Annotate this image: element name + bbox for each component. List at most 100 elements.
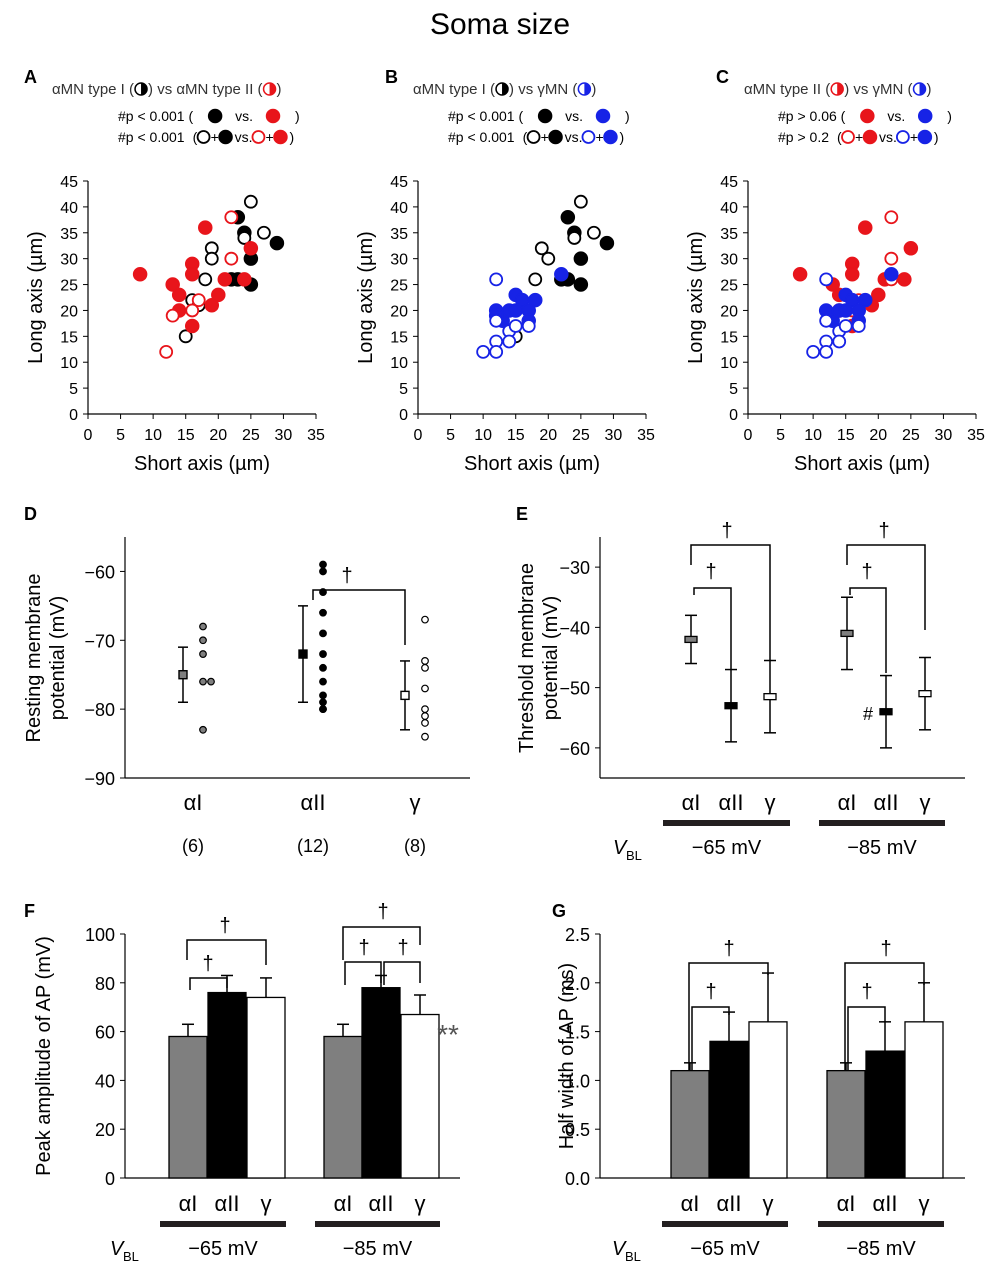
bar (246, 996, 286, 1179)
significance-bracket (186, 939, 267, 965)
stats-marker (251, 130, 266, 144)
stats-marker (603, 129, 618, 145)
condition-bar (160, 1221, 286, 1227)
data-point (838, 303, 853, 318)
data-point (224, 251, 239, 266)
stats-plus: + (855, 129, 863, 145)
y-tick-label: 40 (95, 1071, 115, 1091)
significance-bracket (342, 926, 421, 960)
data-point (421, 684, 429, 693)
y-tick-label: −40 (559, 618, 590, 638)
data-point (217, 272, 233, 287)
category-label: αII (215, 1191, 240, 1216)
data-point (421, 657, 429, 665)
stats-marker (917, 108, 933, 124)
data-point (819, 272, 834, 287)
significance-mark: † (861, 981, 872, 1003)
panel-title-part: αMN type I ( (52, 81, 134, 98)
y-axis-label: potential (mV) (47, 596, 69, 721)
stats-close: ) (289, 129, 294, 145)
x-tick-label: 30 (275, 427, 293, 444)
stats-vs: vs. (235, 129, 253, 145)
stats-marker (581, 130, 596, 144)
category-label: γ (763, 1191, 774, 1216)
y-tick-label: 5 (729, 381, 738, 398)
significance-bracket (849, 587, 887, 673)
data-point (806, 344, 821, 359)
y-tick-label: 100 (85, 925, 115, 945)
y-tick-label: 20 (390, 303, 408, 320)
category-label: αII (719, 790, 744, 815)
data-point (319, 608, 327, 617)
x-tick-label: 30 (605, 427, 623, 444)
x-tick-label: 10 (804, 427, 822, 444)
data-point (237, 272, 252, 287)
stats-vs: vs. (879, 129, 897, 145)
data-point (897, 272, 912, 287)
vbl-label: V (612, 1238, 627, 1260)
y-axis-label: potential (mV) (540, 596, 562, 721)
data-point (421, 732, 429, 741)
stats-marker (207, 108, 223, 124)
y-tick-label: 2.5 (565, 925, 590, 945)
panel-title-part: ) (927, 81, 932, 98)
data-point (421, 705, 429, 714)
significance-mark: † (721, 520, 732, 542)
x-tick-label: 30 (935, 427, 953, 444)
data-point (421, 712, 429, 720)
bar (207, 991, 247, 1179)
data-point (528, 292, 543, 308)
stats-line-1: #p < 0.001 ( (448, 108, 523, 124)
data-point (599, 235, 615, 251)
data-point (476, 344, 491, 359)
mean-marker (840, 629, 854, 638)
x-tick-label: 10 (474, 427, 492, 444)
stats-marker (862, 129, 878, 145)
stats-marker (526, 130, 541, 144)
panel-title-part: ) vs γMN ( (844, 81, 912, 98)
data-point (528, 272, 543, 287)
data-point (573, 251, 589, 266)
category-label: αII (717, 1191, 742, 1216)
data-point (165, 308, 180, 323)
stats-paren: ( (193, 129, 198, 145)
data-point (243, 241, 259, 256)
y-tick-label: 40 (720, 200, 738, 217)
data-point (199, 677, 207, 686)
significance-bracket (690, 544, 771, 660)
y-tick-label: 0.0 (565, 1169, 590, 1189)
data-point (884, 251, 899, 266)
category-label: γ (261, 1191, 272, 1216)
condition-bar (663, 820, 790, 826)
x-axis-label: Short axis (µm) (794, 453, 930, 475)
data-point (567, 231, 582, 245)
stats-vs: vs. (565, 108, 583, 124)
data-point (199, 622, 207, 631)
y-tick-label: 45 (720, 174, 738, 191)
mean-marker (684, 635, 698, 644)
condition-label: −85 mV (847, 837, 917, 859)
vbl-label: V (110, 1238, 125, 1260)
y-axis-label: Threshold membrane (516, 563, 538, 753)
data-point (871, 287, 886, 303)
significance-mark: † (878, 520, 889, 542)
x-tick-label: 0 (744, 427, 753, 444)
category-label: αI (682, 790, 701, 815)
significance-mark: † (723, 938, 734, 960)
significance-annotation: # (863, 704, 873, 724)
stats-marker (895, 130, 910, 144)
panel-title-part: ) (591, 81, 596, 98)
data-point (171, 287, 187, 303)
significance-mark: † (202, 953, 213, 975)
stats-vs: vs. (565, 129, 583, 145)
panel-letter: D (24, 504, 37, 524)
data-point (269, 235, 285, 251)
significance-bracket (189, 977, 228, 990)
data-point (884, 210, 899, 225)
y-axis-label: Long axis (µm) (685, 231, 707, 364)
y-tick-label: −90 (84, 769, 115, 789)
stats-close: ) (295, 108, 300, 124)
